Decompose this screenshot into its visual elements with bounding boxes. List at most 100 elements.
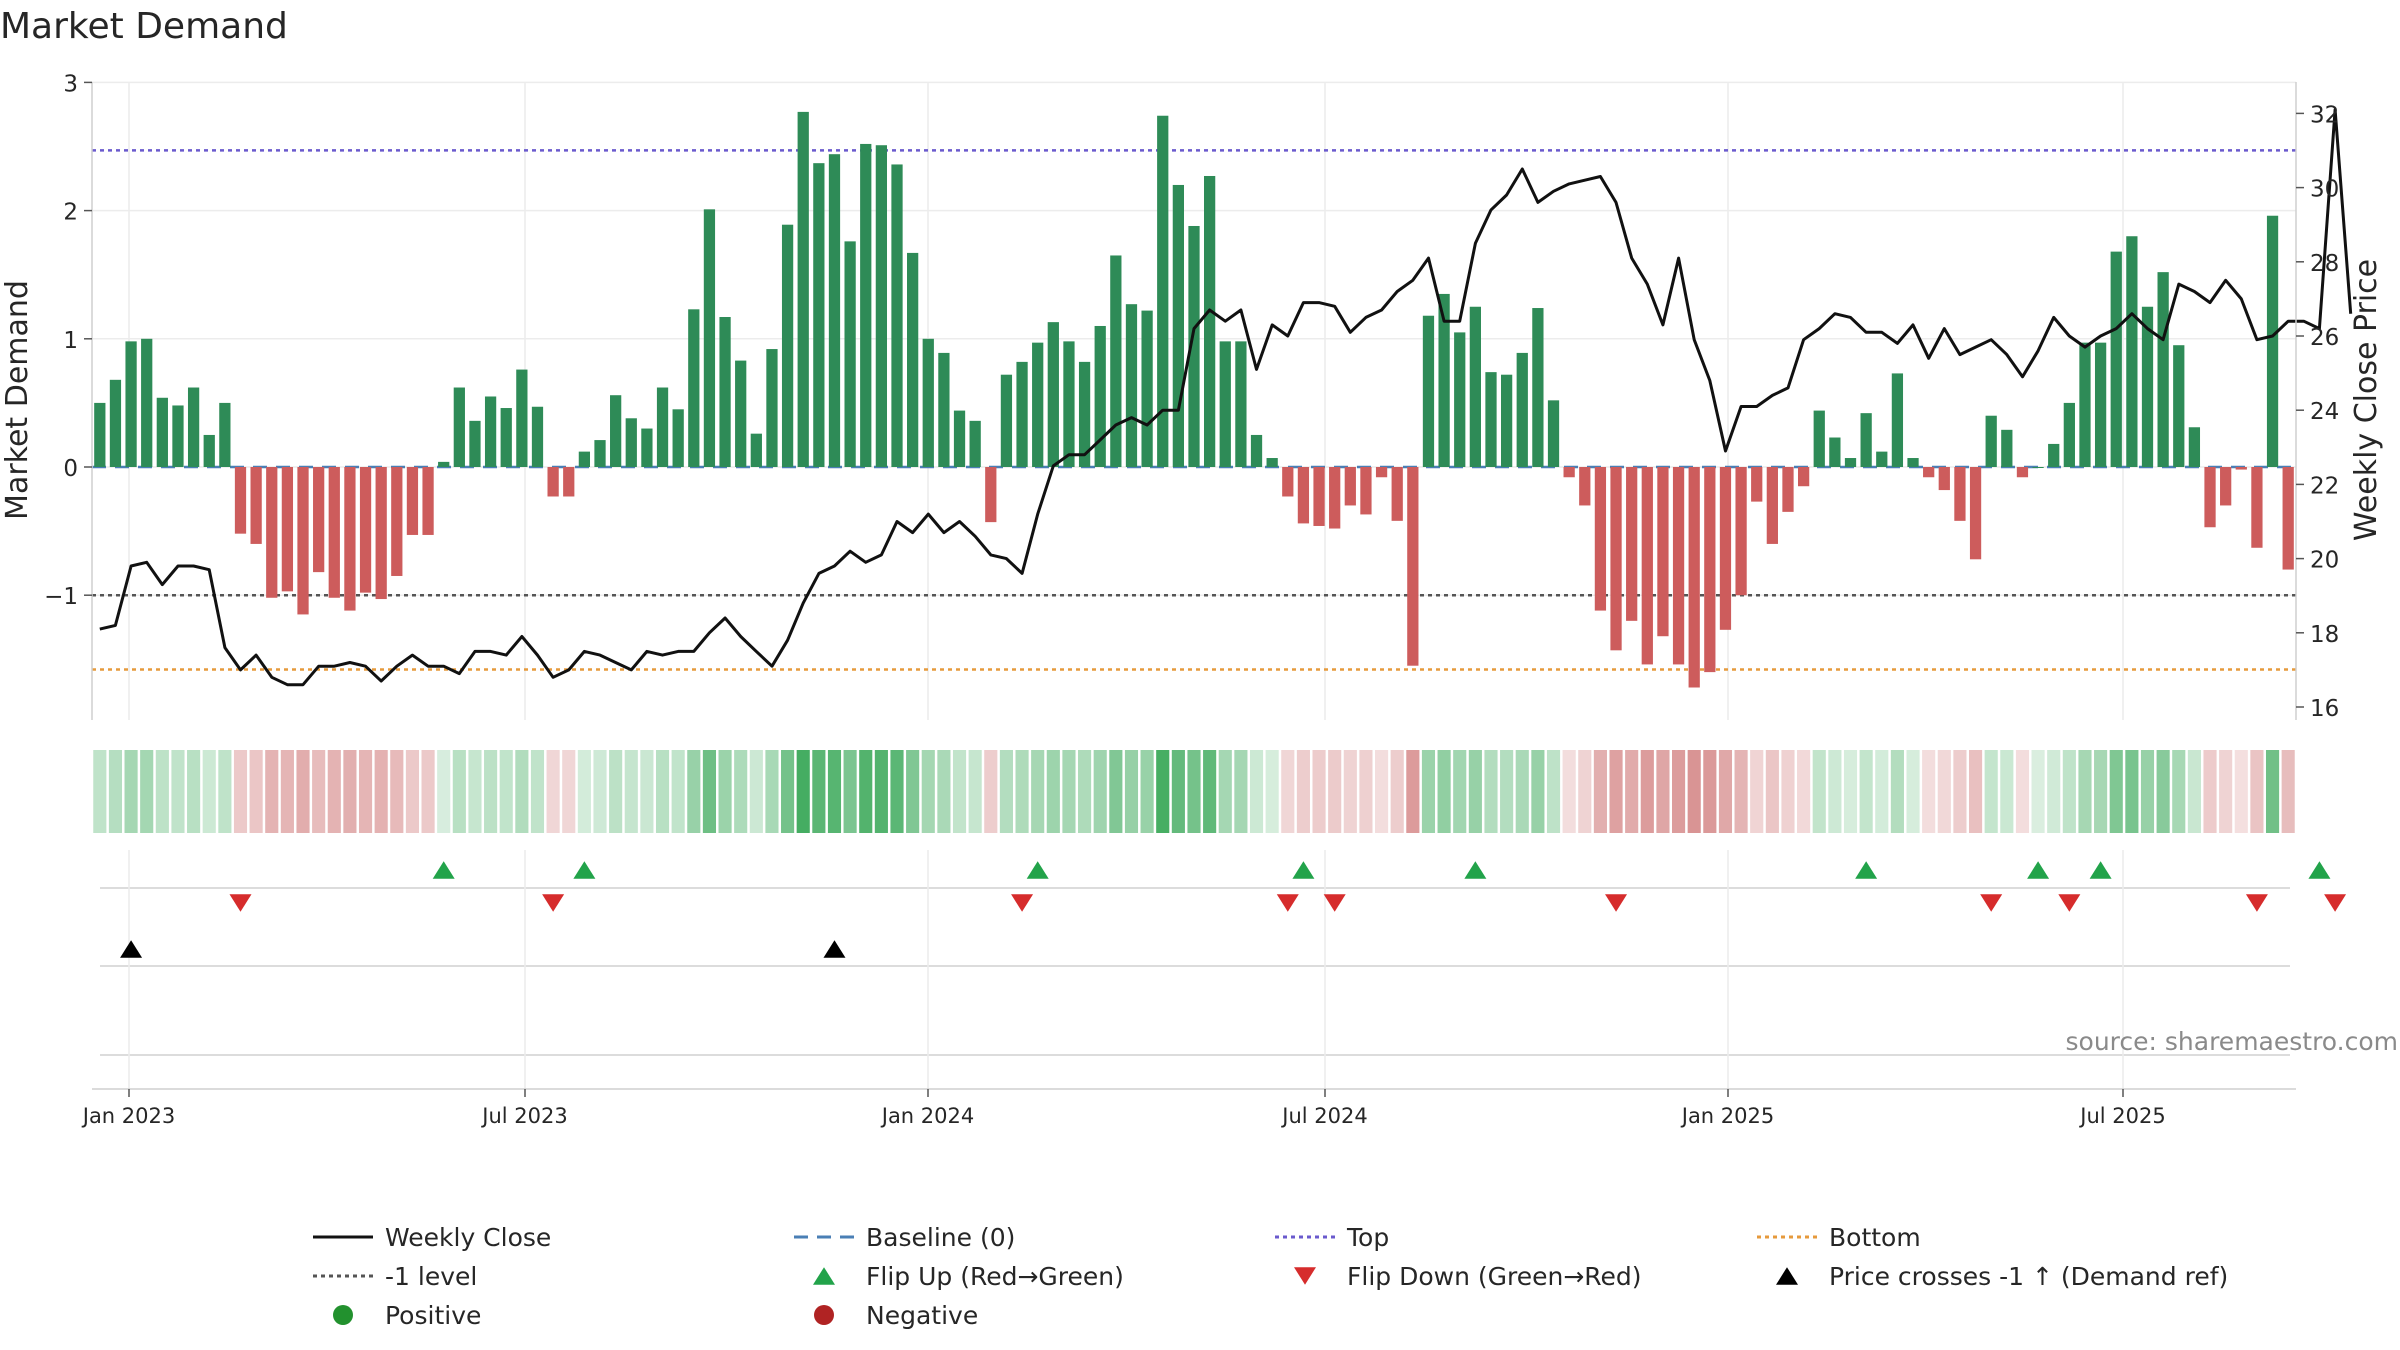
legend-label-8: Positive xyxy=(385,1301,481,1330)
heat-cell-74 xyxy=(1249,750,1264,833)
demand-bar-128 xyxy=(2094,342,2107,467)
y2-tick-label-5: 22 xyxy=(2310,473,2339,499)
heat-cell-115 xyxy=(1890,750,1904,833)
heat-cell-30 xyxy=(562,750,576,833)
demand-bar-130 xyxy=(2126,236,2138,467)
heat-cell-5 xyxy=(171,750,185,833)
heat-cell-94 xyxy=(1562,750,1576,833)
heat-cell-20 xyxy=(405,750,420,833)
demand-bar-92 xyxy=(1532,308,1544,467)
demand-bar-111 xyxy=(1829,437,1841,467)
demand-bar-96 xyxy=(1594,467,1607,611)
legend-symbol-9 xyxy=(814,1305,834,1325)
legend-symbol-5 xyxy=(813,1267,835,1285)
heat-cell-9 xyxy=(233,750,248,833)
heat-cell-121 xyxy=(1984,750,1998,833)
demand-bar-33 xyxy=(610,395,622,467)
demand-bar-44 xyxy=(781,224,794,467)
demand-bar-76 xyxy=(1282,467,1294,497)
demand-bar-60 xyxy=(1032,342,1044,467)
demand-bar-78 xyxy=(1313,467,1325,526)
demand-bar-103 xyxy=(1704,467,1716,673)
y2-tick-label-4: 24 xyxy=(2310,399,2339,425)
demand-bar-136 xyxy=(2220,467,2232,506)
heat-cell-100 xyxy=(1656,750,1670,833)
heat-cell-18 xyxy=(374,750,388,833)
demand-bar-11 xyxy=(266,467,278,598)
demand-bar-119 xyxy=(1954,467,1966,521)
heat-cell-137 xyxy=(2234,750,2248,833)
legend-label-3: Bottom xyxy=(1829,1223,1921,1252)
demand-bar-77 xyxy=(1297,467,1310,524)
demand-bar-50 xyxy=(875,145,888,467)
demand-bar-115 xyxy=(1891,373,1904,467)
flip-up-marker-8 xyxy=(2308,861,2331,879)
demand-bar-49 xyxy=(860,143,872,467)
heat-cell-36 xyxy=(655,750,670,833)
date-tick-label-3: Jul 2024 xyxy=(1280,1104,1367,1128)
demand-bar-54 xyxy=(938,352,950,467)
heat-cell-59 xyxy=(1015,750,1029,833)
y-axis-label: Market Demand xyxy=(0,280,35,520)
heat-cell-117 xyxy=(1922,750,1936,833)
heat-cell-97 xyxy=(1609,750,1623,833)
demand-bar-90 xyxy=(1500,374,1513,467)
weekly-close-line xyxy=(99,108,2353,687)
heat-cell-136 xyxy=(2219,750,2233,833)
heat-cell-96 xyxy=(1593,750,1607,833)
heat-cell-123 xyxy=(2015,750,2030,833)
heat-cell-104 xyxy=(1718,750,1733,833)
legend-label-5: Flip Up (Red→Green) xyxy=(866,1262,1124,1291)
heat-cell-7 xyxy=(202,750,216,833)
heat-cell-64 xyxy=(1093,750,1107,833)
demand-bar-131 xyxy=(2141,306,2154,467)
demand-bar-53 xyxy=(922,338,934,467)
demand-bar-70 xyxy=(1188,225,1200,467)
demand-bar-43 xyxy=(766,349,778,467)
demand-bar-38 xyxy=(688,309,700,467)
legend-symbol-7 xyxy=(1776,1267,1798,1285)
demand-bar-12 xyxy=(281,467,294,592)
y2-tick-label-3: 26 xyxy=(2310,325,2339,351)
demand-bar-39 xyxy=(703,209,716,467)
demand-bar-57 xyxy=(985,467,997,523)
demand-bar-138 xyxy=(2251,467,2263,548)
demand-bar-55 xyxy=(953,410,966,467)
heat-cell-6 xyxy=(187,750,201,833)
heat-cell-116 xyxy=(1906,750,1920,833)
flip-down-marker-1 xyxy=(542,894,565,912)
heat-cell-102 xyxy=(1687,750,1701,833)
left-y-ticks: 3 2 1 0 −1 xyxy=(44,71,92,610)
flip-down-marker-0 xyxy=(229,894,252,912)
flip-up-marker-5 xyxy=(1855,861,1878,879)
legend-label-2: Top xyxy=(1346,1223,1389,1252)
flip-up-marker-4 xyxy=(1464,861,1487,879)
flip-up-marker-3 xyxy=(1292,861,1315,879)
heat-cell-46 xyxy=(812,750,826,833)
flip-up-marker-7 xyxy=(2089,861,2112,879)
heat-cell-23 xyxy=(452,750,466,833)
heat-cell-43 xyxy=(765,750,779,833)
demand-heatstrip xyxy=(93,750,2295,833)
demand-bar-73 xyxy=(1235,341,1247,467)
demand-bar-139 xyxy=(2266,215,2279,467)
heat-cell-109 xyxy=(1797,750,1811,833)
heat-cell-3 xyxy=(140,750,154,833)
heat-cell-105 xyxy=(1734,750,1748,833)
demand-bar-129 xyxy=(2110,251,2122,467)
demand-bar-46 xyxy=(813,163,825,467)
demand-bar-4 xyxy=(156,397,168,467)
heat-cell-47 xyxy=(827,750,842,833)
demand-bar-86 xyxy=(1438,293,1450,467)
heat-cell-128 xyxy=(2094,750,2108,833)
demand-bar-5 xyxy=(172,405,184,467)
demand-bar-47 xyxy=(828,154,841,467)
heat-cell-21 xyxy=(421,750,435,833)
heat-cell-129 xyxy=(2109,750,2123,833)
heat-cell-71 xyxy=(1203,750,1217,833)
heat-cell-131 xyxy=(2140,750,2155,833)
heat-cell-82 xyxy=(1375,750,1389,833)
demand-bar-48 xyxy=(844,241,856,467)
heat-cell-60 xyxy=(1031,750,1045,833)
heat-cell-66 xyxy=(1124,750,1139,833)
